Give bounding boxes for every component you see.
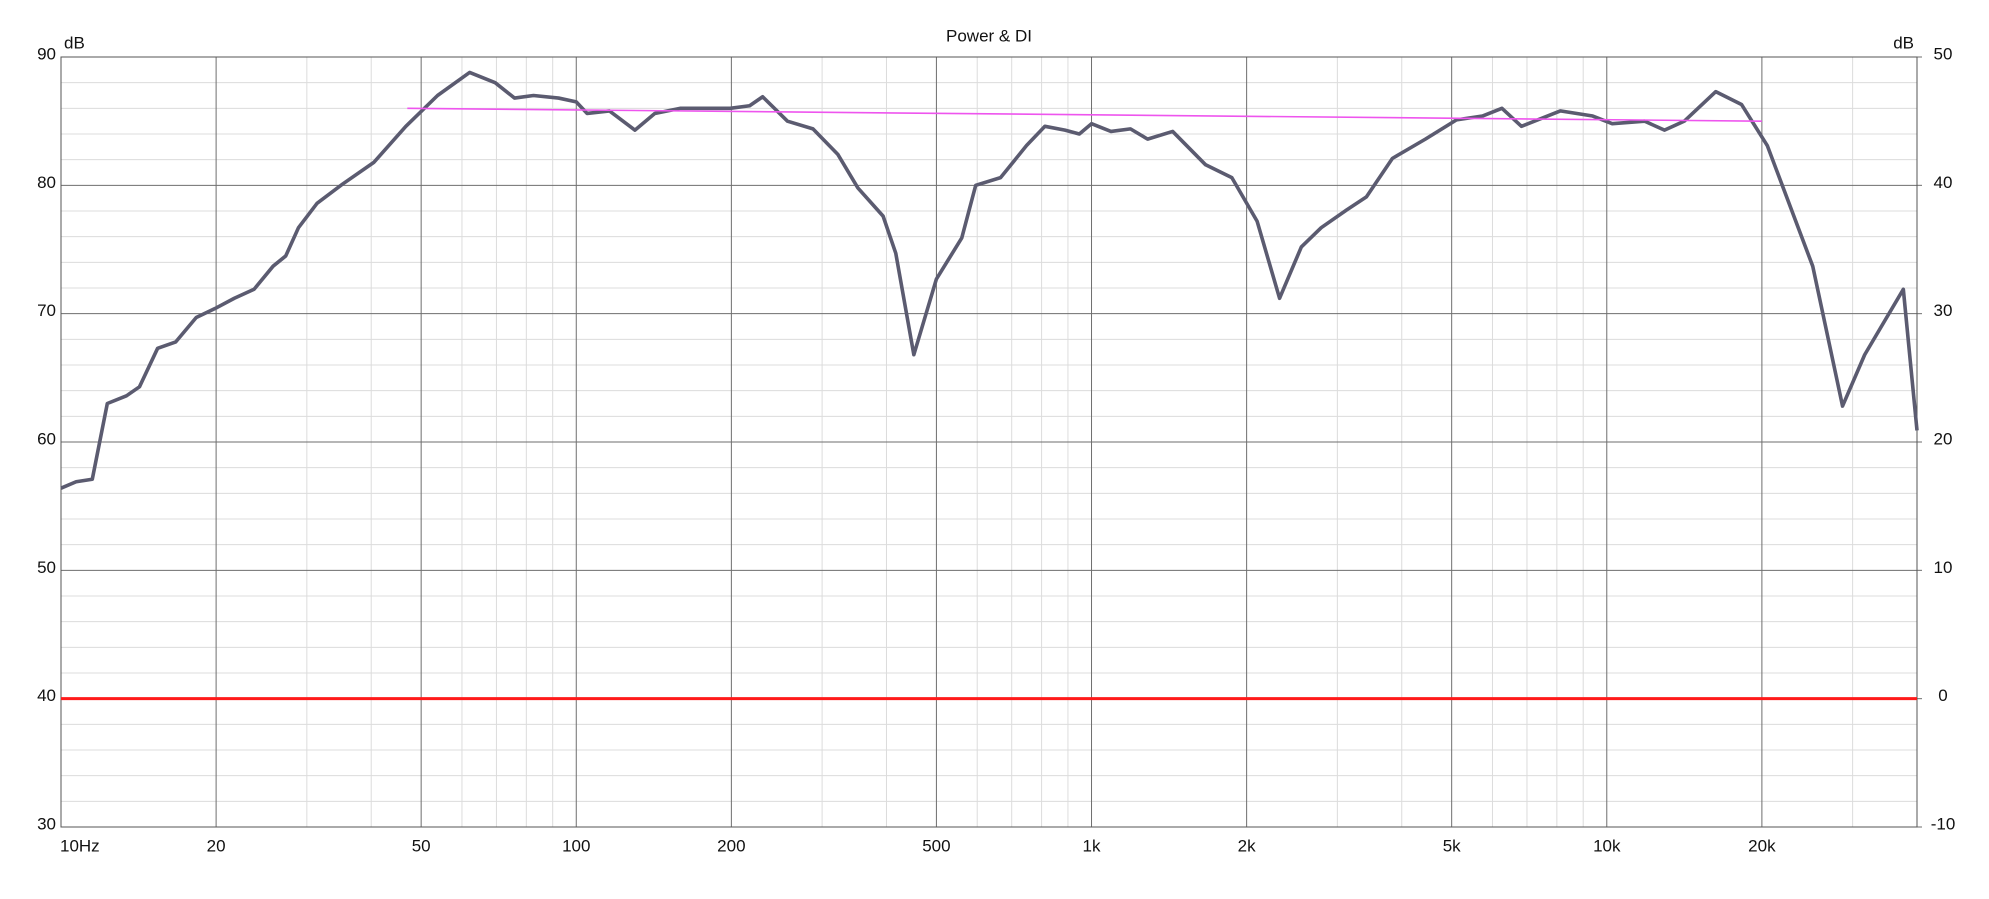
y-tick-label: 30: [37, 814, 56, 833]
y2-tick-label: 10: [1934, 558, 1953, 577]
y-tick-label: 60: [37, 429, 56, 448]
y-tick-label: 80: [37, 173, 56, 192]
y2-tick-label: 50: [1934, 44, 1953, 63]
chart-title: Power & DI: [946, 26, 1032, 45]
plot-border: [60, 56, 1918, 828]
y-tick-label: 90: [37, 44, 56, 63]
x-tick-label: 2k: [1238, 836, 1256, 855]
x-tick-label: 10k: [1593, 836, 1621, 855]
y2-axis-label: dB: [1893, 33, 1914, 52]
y-tick-label: 70: [37, 301, 56, 320]
x-tick-label: 1k: [1083, 836, 1101, 855]
x-tick-label: 20k: [1748, 836, 1776, 855]
y2-tick-label: 40: [1934, 173, 1953, 192]
x-tick-label: 10Hz: [60, 836, 100, 855]
x-tick-label: 5k: [1443, 836, 1461, 855]
y2-tick-label: 0: [1938, 686, 1947, 705]
x-tick-label: 100: [562, 836, 590, 855]
y2-tick-label: -10: [1931, 814, 1956, 833]
y-tick-label: 50: [37, 558, 56, 577]
y-axis-label: dB: [64, 33, 85, 52]
y2-tick-label: 20: [1934, 429, 1953, 448]
x-tick-label: 200: [717, 836, 745, 855]
series-line: [60, 70, 1919, 490]
y2-tick-label: 30: [1934, 301, 1953, 320]
y-tick-label: 40: [37, 686, 56, 705]
series-line: [407, 107, 1762, 122]
x-tick-label: 500: [922, 836, 950, 855]
x-tick-label: 50: [412, 836, 431, 855]
x-tick-label: 20: [207, 836, 226, 855]
